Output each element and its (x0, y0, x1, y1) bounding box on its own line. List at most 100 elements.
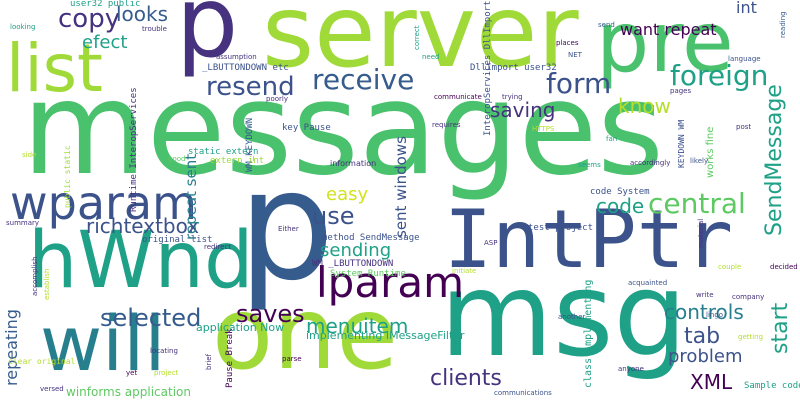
word-versed: versed (40, 385, 64, 393)
word-saves: saves (236, 300, 305, 328)
word-seems: seems (578, 161, 601, 169)
word-will: will (40, 299, 166, 388)
word-class-implementing: class implementing (583, 279, 594, 388)
word-clients: clients (430, 366, 502, 391)
word-central: central (648, 187, 746, 220)
word-wparam: wparam (10, 176, 197, 230)
word-assumption: assumption (216, 53, 257, 61)
word-anyone: anyone (618, 365, 644, 373)
word-test-project: test project (528, 223, 594, 233)
word-dllimport-user32: DllImport user32 (470, 63, 557, 73)
word-either: Either (278, 225, 299, 233)
word-asp: ASP (484, 239, 498, 247)
word-p-big: p (238, 137, 335, 314)
word-accordingly: accordingly (630, 159, 671, 167)
word-know: know (618, 94, 671, 118)
word-menuitem: menuitem (306, 314, 409, 338)
word-pre: pre (596, 0, 734, 91)
word-getting: getting (738, 333, 764, 341)
word-efect: efect (82, 32, 128, 53)
word-int: int (736, 0, 757, 17)
word-summary: summary (6, 219, 40, 227)
word-repeating: repeating (2, 309, 21, 386)
word-xml: XML (690, 370, 733, 394)
word-sample-code: Sample code (744, 381, 800, 391)
word-language: language (728, 55, 761, 63)
word-winforms-application: winforms application (66, 385, 191, 399)
word-acquainted: acquainted (628, 279, 668, 287)
word-locating: locating (150, 347, 178, 355)
word-couple: couple (718, 263, 742, 271)
word-project: project (154, 369, 179, 377)
word-redirect: redirect (204, 243, 232, 251)
word-user32-public: user32 public (70, 0, 141, 9)
word-code: code (596, 194, 645, 218)
word-information: information (330, 159, 377, 168)
word-looking: looking (10, 23, 36, 31)
word-establish: establish (43, 268, 51, 300)
word-tab: tab (684, 324, 721, 349)
word-communications: communications (494, 389, 552, 397)
word-sending: sending (320, 240, 392, 261)
word-server: server (262, 0, 579, 90)
word-yet: yet (126, 369, 138, 377)
word-original-list: original list (142, 235, 213, 245)
word-need: need (422, 53, 440, 61)
word-pause-break: Pause Break (225, 328, 235, 388)
word-send: send (598, 21, 615, 29)
word-list: list (6, 30, 103, 107)
word-p-top: p (176, 0, 239, 80)
word-looks: looks (116, 2, 169, 26)
word-clear-original: clear original (8, 357, 76, 366)
word-fan: fan (606, 135, 618, 143)
word-want-repeat: want repeat (620, 20, 717, 39)
word-intptr: IntPtr (444, 193, 733, 286)
word-selected: selected (100, 304, 202, 332)
word-trying: trying (502, 93, 523, 101)
word-receive: receive (312, 63, 415, 96)
word-code-system: code System (590, 187, 650, 197)
word-runtime-interopservices: Runtime InteropServices (129, 87, 139, 212)
word-repeat-sent: repeat sent (182, 153, 200, 240)
word-trouble: trouble (142, 25, 167, 33)
word-good: good (168, 155, 186, 163)
word-accomplish: accomplish (31, 256, 39, 296)
word-net: NET (568, 51, 582, 59)
word-sendmessage: SendMessage (762, 84, 787, 236)
word-lbuttondown-etc: _LBUTTONDOWN etc (202, 63, 289, 73)
word-lparam: lparam (316, 258, 464, 307)
word-https: HTTPS (532, 125, 555, 133)
word-material: material (697, 218, 705, 248)
word-system-runtime: System Runtime (330, 269, 406, 279)
word-msg: msg (440, 248, 688, 383)
word-initiate: initiate (452, 267, 477, 275)
word-works-fine: works fine (705, 126, 716, 178)
word-parse: parse (282, 355, 302, 363)
word-pages: pages (670, 87, 692, 95)
word-likely: likely (690, 157, 709, 165)
word-start: start (768, 302, 793, 354)
word-sent-windows: sent windows (392, 136, 410, 238)
word-wm-keydown: WM_KEYDOWN (245, 117, 255, 172)
word-implementing-imessagefilter: implementing IMessageFilter (306, 329, 465, 342)
word-richtextbox: richtextbox (86, 214, 200, 238)
word-decided: decided (770, 263, 798, 271)
word-brief: brief (205, 353, 213, 370)
word-poorly: poorly (266, 95, 288, 103)
word-messages: messages (22, 55, 664, 204)
word-controls: controls (664, 300, 744, 324)
word-post: post (736, 123, 752, 131)
word-public-static: public static (63, 145, 72, 208)
word-use: use (312, 202, 355, 230)
word-interopservices-dllimport: InteropServices DllImport (483, 0, 493, 136)
word-hwnd: hWnd (28, 216, 254, 306)
word-static-extern: static extern (188, 147, 259, 157)
word-side: side (22, 151, 37, 159)
word-copy: copy (58, 4, 121, 34)
word-one: one (212, 275, 399, 392)
word-another: another (558, 313, 586, 321)
word-requires: requires (432, 121, 461, 129)
word-problem: problem (668, 346, 743, 367)
word-form: form (546, 67, 612, 100)
